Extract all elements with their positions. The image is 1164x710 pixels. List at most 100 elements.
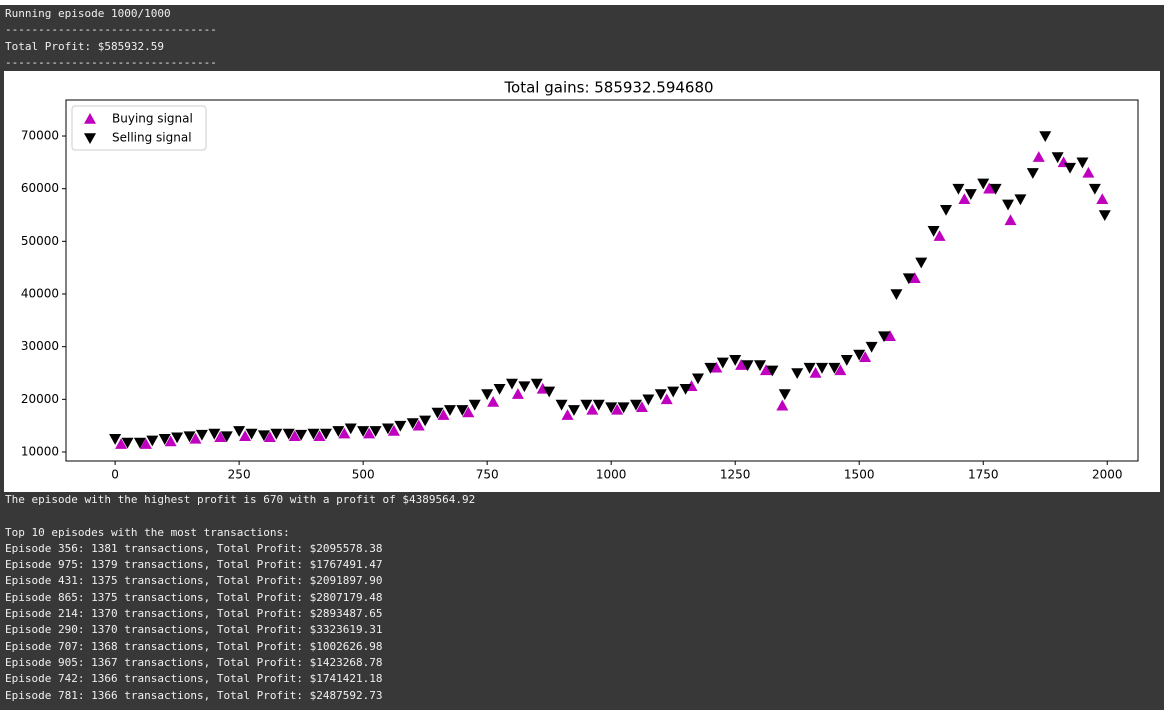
marker: [115, 438, 128, 449]
console-line: Episode 356: 1381 transactions, Total Pr…: [5, 541, 383, 555]
marker: [908, 272, 921, 284]
marker: [133, 437, 146, 449]
marker: [605, 402, 618, 414]
marker: [716, 357, 729, 369]
console-output: Running episode 1000/1000 ---------------…: [5, 6, 217, 71]
marker: [741, 360, 754, 372]
marker: [1004, 214, 1017, 226]
console-line: Episode 290: 1370 transactions, Total Pr…: [5, 623, 383, 637]
marker: [660, 393, 673, 405]
legend-marker: [84, 113, 96, 124]
marker: [363, 427, 376, 439]
marker: [635, 401, 648, 413]
legend-label: Buying signal: [112, 112, 193, 126]
marker: [437, 409, 450, 420]
console-output: The episode with the highest profit is 6…: [5, 492, 475, 704]
y-tick-label: 60000: [21, 181, 59, 195]
marker: [263, 431, 276, 443]
marker: [791, 368, 804, 380]
marker: [654, 389, 667, 401]
marker: [282, 428, 295, 440]
marker: [208, 428, 221, 440]
marker: [592, 399, 605, 411]
marker: [307, 428, 320, 440]
marker: [778, 389, 791, 401]
marker: [511, 388, 524, 399]
marker: [890, 289, 903, 301]
marker: [729, 355, 742, 366]
marker: [493, 384, 506, 395]
y-tick-label: 40000: [21, 287, 59, 301]
y-tick-label: 70000: [21, 129, 59, 143]
console-line: Episode 707: 1368 transactions, Total Pr…: [5, 639, 383, 653]
y-tick-label: 50000: [21, 234, 59, 248]
marker: [853, 349, 866, 361]
marker: [481, 389, 494, 401]
marker: [394, 420, 407, 432]
marker: [406, 418, 419, 430]
marker: [617, 402, 630, 414]
y-tick-label: 10000: [21, 444, 59, 458]
marker: [1026, 168, 1039, 179]
marker: [288, 430, 301, 441]
marker: [543, 386, 556, 398]
marker: [158, 434, 171, 445]
console-line: Total Profit: $585932.59: [5, 39, 164, 53]
marker: [487, 395, 500, 407]
marker: [803, 362, 816, 374]
marker: [270, 428, 283, 440]
marker: [834, 364, 847, 376]
marker: [109, 434, 122, 445]
marker: [220, 431, 233, 443]
marker: [468, 399, 481, 411]
x-tick-label: 1000: [596, 468, 627, 482]
marker: [295, 429, 308, 441]
console-line: Episode 865: 1375 transactions, Total Pr…: [5, 590, 383, 604]
console-line: Episode 214: 1370 transactions, Total Pr…: [5, 607, 383, 621]
marker: [679, 384, 692, 395]
x-tick-label: 500: [352, 468, 375, 482]
marker: [505, 378, 518, 390]
console-line: Episode 781: 1366 transactions, Total Pr…: [5, 688, 383, 702]
legend-box: [71, 105, 207, 151]
marker: [319, 428, 332, 440]
marker: [977, 178, 990, 190]
marker: [883, 330, 896, 341]
marker: [443, 405, 456, 416]
x-tick-label: 750: [476, 468, 499, 482]
marker: [927, 226, 940, 237]
marker: [518, 381, 531, 393]
marker: [462, 406, 475, 418]
y-tick-label: 30000: [21, 339, 59, 353]
marker: [357, 426, 370, 437]
marker: [667, 386, 680, 398]
console-line: Top 10 episodes with the most transactio…: [5, 525, 290, 539]
marker: [369, 426, 382, 437]
marker: [239, 430, 252, 441]
chart-title: Total gains: 585932.594680: [503, 79, 713, 97]
marker: [233, 426, 246, 437]
marker: [1039, 131, 1052, 143]
marker: [704, 362, 717, 374]
chart: Total gains: 585932.594680 0 250 500 750 100…: [4, 71, 1160, 492]
marker: [332, 426, 345, 437]
marker: [1002, 199, 1015, 211]
x-tick-label: 1500: [844, 468, 875, 482]
marker: [431, 407, 444, 419]
marker: [313, 430, 326, 441]
marker: [915, 257, 928, 269]
marker: [759, 364, 772, 376]
x-tick-label: 2000: [1092, 468, 1123, 482]
marker: [387, 424, 400, 436]
console-line: Episode 742: 1366 transactions, Total Pr…: [5, 672, 383, 686]
marker: [1088, 183, 1101, 195]
marker: [555, 399, 568, 411]
legend-label: Selling signal: [112, 131, 192, 145]
marker: [983, 182, 996, 194]
console-line: Episode 975: 1379 transactions, Total Pr…: [5, 558, 383, 572]
console-line: Episode 431: 1375 transactions, Total Pr…: [5, 574, 383, 588]
marker: [344, 423, 357, 435]
marker: [419, 415, 432, 427]
x-tick-label: 1250: [720, 468, 751, 482]
marker: [840, 355, 853, 366]
